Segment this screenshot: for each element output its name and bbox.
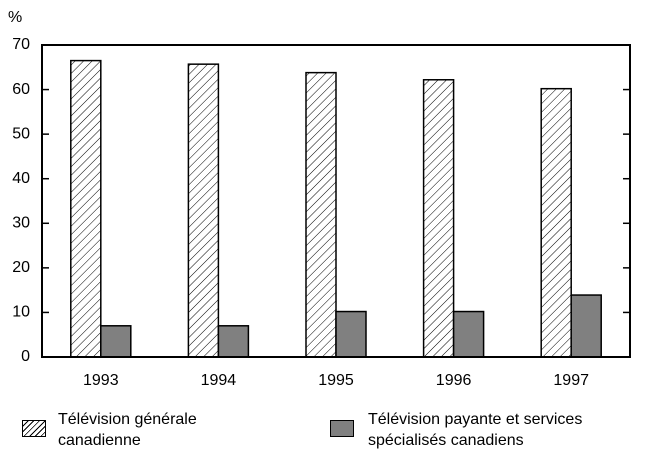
y-tick-label: 50: [12, 125, 30, 142]
y-axis-label: %: [8, 9, 22, 26]
bar: [217, 325, 250, 358]
x-tick-label: 1997: [553, 372, 589, 389]
y-tick-label: 20: [12, 259, 30, 276]
x-tick-label: 1996: [436, 372, 472, 389]
bar: [452, 310, 485, 358]
y-tick-label: 0: [21, 348, 30, 365]
y-tick-label: 30: [12, 215, 30, 232]
y-tick-label: 60: [12, 81, 30, 98]
bar: [422, 79, 455, 358]
x-tick-label: 1994: [201, 372, 237, 389]
y-tick-label: 40: [12, 170, 30, 187]
bar: [335, 310, 367, 358]
legend-swatch: [22, 420, 46, 437]
bar: [305, 71, 337, 358]
bar: [70, 59, 102, 358]
plot-frame: [41, 44, 631, 358]
x-tick-label: 1993: [83, 372, 119, 389]
legend-label: Télévision générale canadienne: [58, 411, 197, 449]
y-tick-label: 70: [12, 36, 30, 53]
chart: % 0 10 20 30 40 50 60 70 1993 1994 1995 1996 1997: [8, 9, 631, 389]
legend-label: Télévision payante et services spécialis…: [368, 411, 583, 449]
x-tick-label: 1995: [318, 372, 354, 389]
bar: [570, 294, 602, 358]
bar: [540, 87, 572, 358]
legend-swatch: [330, 420, 354, 437]
y-tick-label: 10: [12, 304, 30, 321]
bar: [100, 325, 132, 358]
bar: [187, 63, 220, 358]
